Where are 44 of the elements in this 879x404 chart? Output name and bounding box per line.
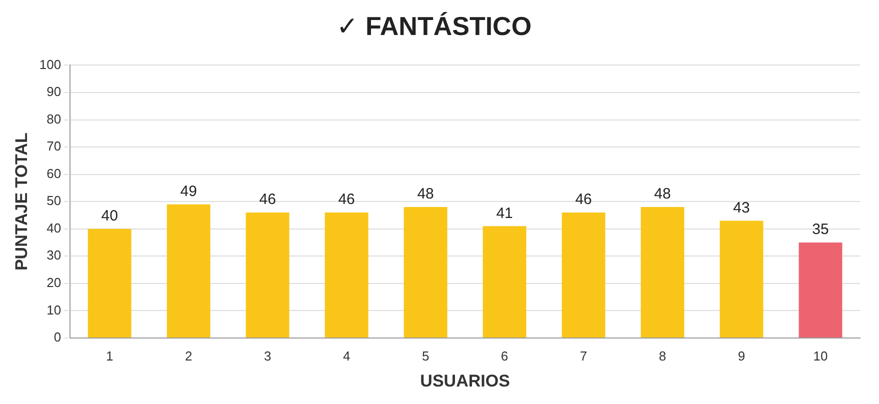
bar (798, 242, 842, 338)
bar (482, 226, 526, 338)
data-label: 48 (654, 186, 671, 203)
data-label: 49 (180, 182, 197, 200)
bar (720, 220, 764, 338)
y-tick-label: 0 (54, 330, 62, 345)
bar (324, 212, 368, 338)
y-tick-label: 20 (46, 275, 62, 290)
y-axis-title: PUNTAJE TOTAL (12, 132, 31, 271)
x-tick-label: 10 (813, 348, 828, 364)
x-tick-label: 1 (106, 348, 114, 364)
bar (562, 212, 606, 338)
x-tick-label: 4 (342, 348, 350, 364)
y-tick-label: 80 (46, 111, 62, 126)
data-label: 41 (496, 204, 513, 222)
data-label: 46 (575, 191, 592, 208)
chart-title: ✓ FANTÁSTICO (336, 10, 532, 41)
bar (166, 204, 210, 338)
bar (640, 207, 684, 338)
x-tick-label: 6 (500, 348, 508, 364)
x-tick-label: 3 (264, 348, 272, 364)
y-tick-label: 30 (46, 248, 62, 263)
y-tick-label: 90 (46, 84, 62, 100)
x-tick-label: 9 (738, 348, 746, 364)
bar (246, 212, 290, 338)
y-tick-label: 100 (39, 56, 62, 72)
bar (88, 228, 132, 338)
x-tick-label: 8 (658, 348, 666, 364)
data-label: 35 (812, 221, 829, 238)
data-label: 40 (101, 208, 118, 225)
y-tick-label: 10 (46, 302, 62, 318)
x-tick-label: 2 (184, 348, 192, 364)
y-tick-label: 60 (46, 166, 62, 181)
x-axis-title: USUARIOS (420, 371, 510, 390)
y-tick-label: 70 (46, 138, 62, 154)
data-label: 48 (417, 186, 434, 203)
y-tick-label: 50 (46, 193, 62, 208)
y-tick-label: 40 (46, 220, 62, 236)
data-label: 46 (338, 191, 355, 208)
x-tick-label: 7 (580, 348, 588, 364)
data-label: 43 (733, 199, 750, 216)
x-tick-label: 5 (422, 348, 430, 364)
data-label: 46 (259, 191, 276, 208)
bar (404, 207, 448, 338)
